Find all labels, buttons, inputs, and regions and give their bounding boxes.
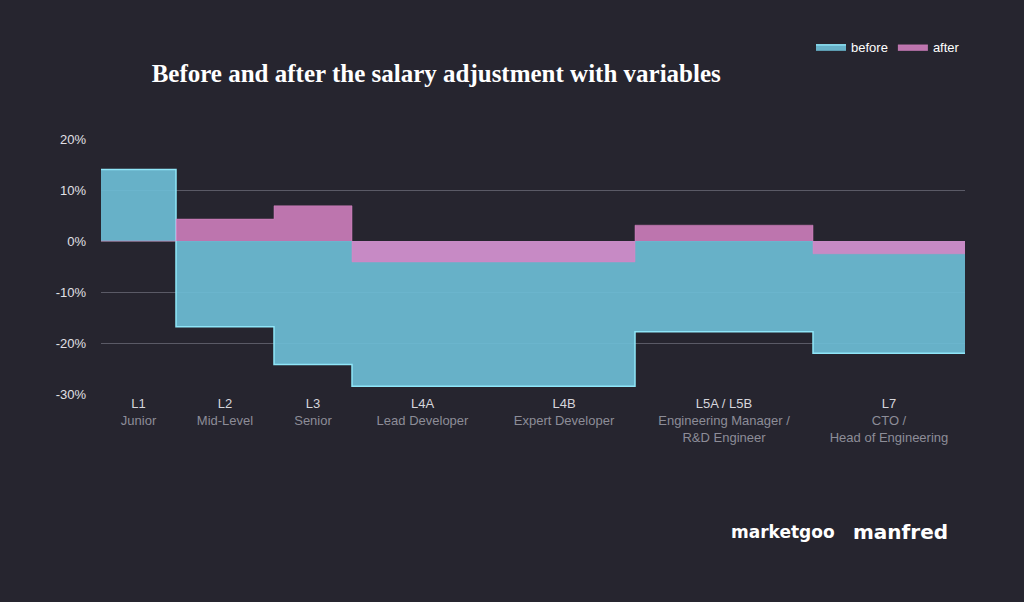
svg-text:-30%: -30% [56,387,87,402]
svg-text:before: before [851,40,888,55]
svg-text:marketgoo: marketgoo [731,522,835,542]
svg-text:-10%: -10% [56,285,87,300]
svg-text:L3Senior: L3Senior [294,396,332,428]
svg-text:L4ALead Developer: L4ALead Developer [377,396,469,428]
svg-text:20%: 20% [60,132,86,147]
svg-text:10%: 10% [60,183,86,198]
svg-text:L5A / L5BEngineering Manager /: L5A / L5BEngineering Manager /R&D Engine… [658,396,790,445]
svg-text:L1Junior: L1Junior [121,396,157,428]
svg-text:L2Mid-Level: L2Mid-Level [197,396,253,428]
svg-text:L7CTO /Head of Engineering: L7CTO /Head of Engineering [830,396,949,445]
svg-text:Before and after the salary ad: Before and after the salary adjustment w… [152,60,721,87]
svg-text:0%: 0% [67,234,86,249]
svg-text:L4BExpert Developer: L4BExpert Developer [514,396,615,428]
svg-text:-20%: -20% [56,336,87,351]
svg-text:manfred: manfred [853,520,948,544]
svg-text:after: after [933,40,960,55]
